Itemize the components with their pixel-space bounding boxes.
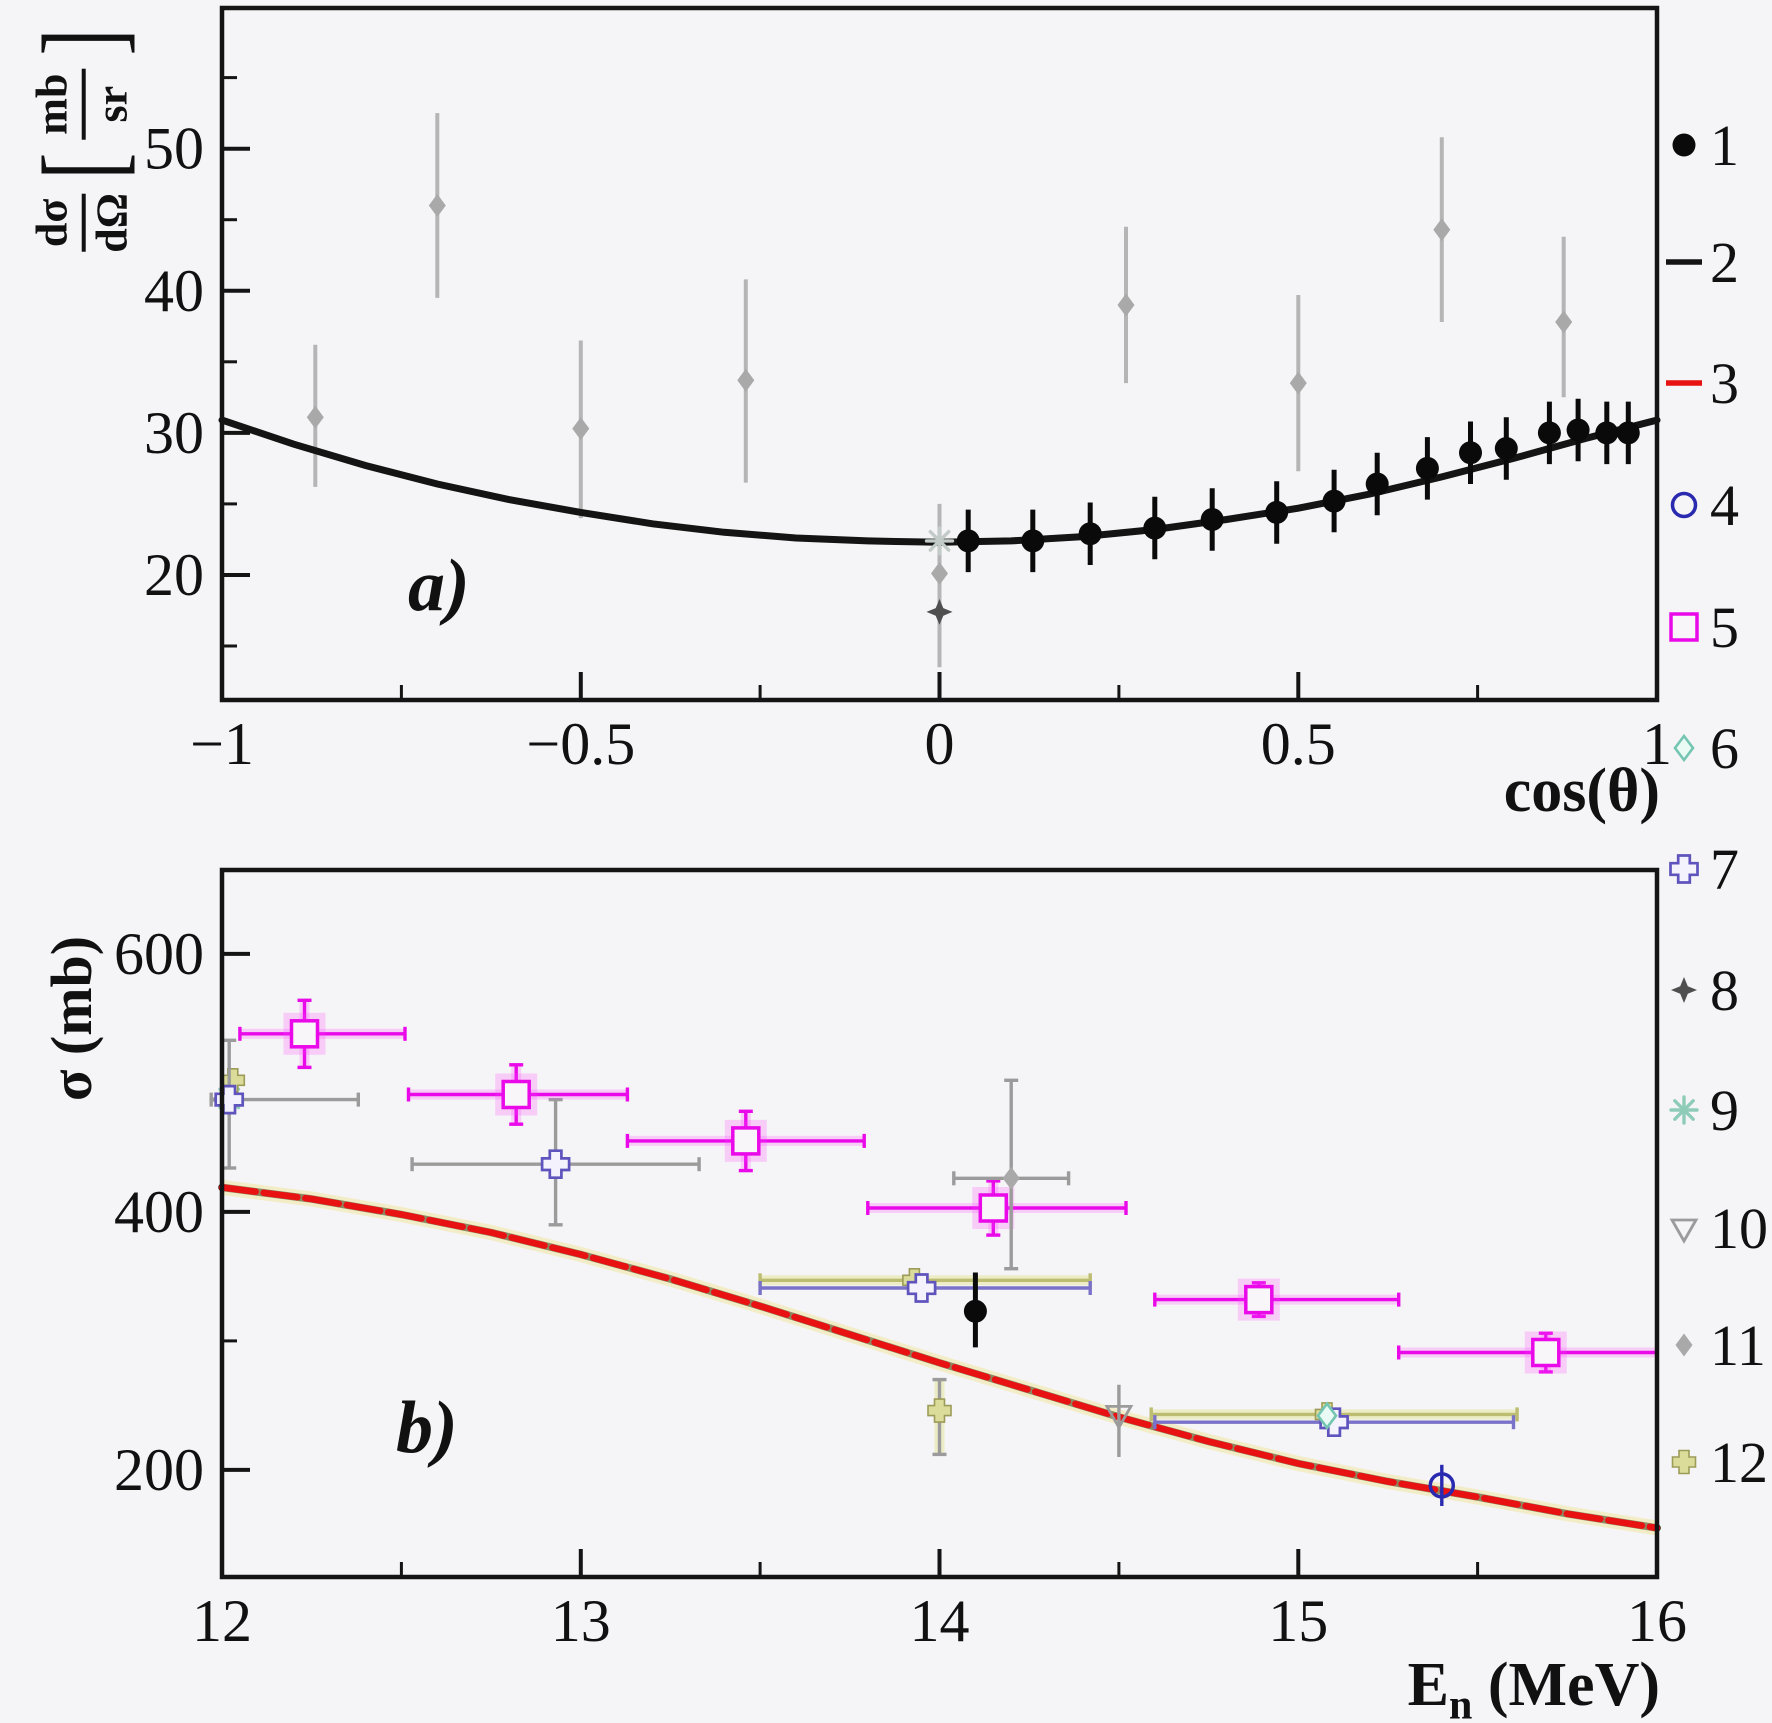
y-tick-label: 50 [144,116,204,182]
legend-item-2: 2 [1662,230,1739,295]
legend-label-6: 6 [1710,715,1739,781]
legend-label-8: 8 [1710,957,1739,1023]
x-tick-label: 0.5 [1261,711,1336,777]
legend-label-2: 2 [1710,229,1739,295]
legend-item-4: 4 [1662,473,1739,538]
y-tick-label: 20 [144,542,204,608]
series-11b-gray-diamond [952,1078,1071,1271]
legend-item-1: 1 [1662,113,1739,178]
legend-item-6: 6 [1662,716,1739,781]
panel-b-annotation: b) [396,1387,458,1469]
legend: 1 2 3 4 5 6 7 8 9 10 11 12 [1662,0,1772,1723]
panel-b-y-axis-label: σ (mb) [39,935,105,1101]
series-10-gray-triangle [1104,1384,1134,1457]
y-tick-label: 600 [114,921,204,987]
open-bracket: [ [21,152,145,180]
y-tick-label: 400 [114,1179,204,1245]
panel-a-x-axis-label: cos(θ) [1503,757,1660,825]
line-legend-icon [1666,259,1702,265]
x-tick-label: 0 [925,711,955,777]
legend-label-11: 11 [1710,1312,1766,1378]
series-7-violet-crosses [209,1038,1516,1438]
ylabel-numerator: dσ [28,193,86,253]
legend-item-5: 5 [1662,595,1739,660]
series-1-black-circles [956,398,1640,573]
diamond-open-legend-icon [1673,733,1695,763]
x-tick-label: 12 [192,1588,252,1654]
legend-item-7: 7 [1662,837,1739,902]
legend-label-12: 12 [1710,1429,1768,1495]
dsigma-domega-fraction: dσ dΩ [28,193,137,253]
legend-item-12: 12 [1662,1430,1768,1495]
y-tick-label: 30 [144,400,204,466]
legend-label-10: 10 [1710,1195,1768,1261]
x-tick-label: 16 [1627,1588,1687,1654]
series-1b-black-circle [963,1272,987,1348]
triangle-down-legend-icon [1669,1218,1699,1244]
series-9-pale-asterisk [924,526,955,556]
x-tick-label: −1 [190,711,254,777]
ylabel-denominator: dΩ [88,193,137,253]
series-3-red-curve [218,1179,1661,1536]
legend-label-9: 9 [1710,1077,1739,1143]
xlabel-unit: (MeV) [1472,1651,1660,1719]
legend-item-11: 11 [1662,1313,1766,1378]
y-tick-label: 200 [114,1437,204,1503]
panel-b: 12 13 14 15 16 200 400 600 [114,867,1687,1654]
x-tick-label: 13 [551,1588,611,1654]
legend-item-3: 3 [1662,351,1739,416]
line-legend-icon [1666,380,1702,386]
unit-numerator: mb [28,68,86,140]
x-tick-label: 14 [910,1588,970,1654]
panel-a: −1 −0.5 0 0.5 1 20 30 40 50 [144,5,1672,777]
series-4-blue-circle [1428,1464,1456,1506]
cross-open-legend-icon [1669,854,1699,884]
unit-denominator: sr [88,85,137,123]
series-11-gray-diamonds [306,113,1573,668]
xlabel-symbol: E [1407,1651,1450,1719]
panel-a-annotation: a) [408,545,470,627]
legend-label-3: 3 [1710,350,1739,416]
x-tick-label: −0.5 [526,711,635,777]
asterisk-legend-icon [1669,1095,1699,1125]
legend-label-1: 1 [1710,112,1739,178]
y-tick-label: 40 [144,258,204,324]
legend-item-10: 10 [1662,1196,1768,1261]
series-8-dark-star [926,598,953,625]
legend-label-7: 7 [1710,836,1739,902]
x-tick-label: 1 [1642,711,1672,777]
x-tick-label: 15 [1268,1588,1328,1654]
series-6-teal-diamond [1316,1401,1338,1430]
circle-filled-legend-icon [1672,133,1696,157]
circle-open-legend-icon [1670,491,1698,519]
diamond-filled-legend-icon [1675,1333,1693,1357]
panel-a-y-axis-label: dσ dΩ [ mb sr ] [10,6,156,270]
square-open-legend-icon [1669,612,1699,642]
panel-b-x-axis-label: En (MeV) [1230,1650,1660,1723]
star4-legend-icon [1671,977,1697,1003]
series-5-magenta-squares [238,998,1659,1374]
close-bracket: ] [21,28,145,56]
legend-label-5: 5 [1710,594,1739,660]
legend-label-4: 4 [1710,472,1739,538]
legend-item-9: 9 [1662,1078,1739,1143]
xlabel-subscript: n [1449,1682,1473,1723]
cross-filled-legend-icon [1671,1449,1697,1475]
legend-item-8: 8 [1662,958,1739,1023]
mb-sr-fraction: mb sr [28,68,137,140]
